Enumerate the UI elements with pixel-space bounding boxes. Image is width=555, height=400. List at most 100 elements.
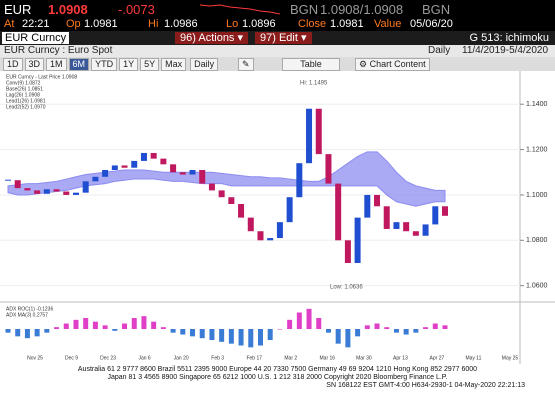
sparkline [200,4,280,15]
histogram-bar [248,329,254,348]
footer-line: Japan 81 3 4565 8900 Singapore 65 6212 1… [107,374,448,381]
candle [121,165,128,168]
histogram-bar [190,329,196,337]
candle [179,172,186,175]
legend-entry: Conv(9) 1.0872 [6,80,41,86]
period-button[interactable]: 6M [68,58,90,71]
histogram-bar [325,329,331,333]
table-button[interactable]: Table [282,58,340,71]
candle [150,152,157,159]
chart-background [0,71,555,364]
footer-line: Australia 61 2 9777 8600 Brazil 5511 239… [77,366,478,373]
period-button[interactable]: Max [161,58,187,71]
histogram-bar [335,329,341,344]
security-name: EUR Curncy : Euro Spot [4,45,113,56]
period-button[interactable]: 1D [3,58,23,71]
histogram-bar [423,327,429,329]
candle [43,189,50,194]
candle [63,191,70,195]
y-tick-label: 1.1200 [526,146,548,153]
candle [383,206,390,229]
label: Hi [148,18,159,30]
frequency-dropdown[interactable]: Daily [190,58,219,71]
candle [228,197,235,205]
x-tick-label: Feb 17 [246,355,262,361]
candle [364,194,371,218]
source: BGN [290,2,319,17]
histogram-bar [228,329,234,344]
candle [208,183,215,191]
histogram-bar [355,329,361,337]
toolbar: EUR Curncy 96) Actions ▾ 97) Edit ▾ G 51… [0,31,555,45]
candle [403,222,410,232]
period-button[interactable]: 1Y [119,58,139,71]
ohlc-bar: At 22:21 Op 1.0981 Hi 1.0986 Lo 1.0896 C… [0,18,555,31]
ticker: EUR [4,2,32,17]
histogram-bar [122,323,128,329]
actions-button[interactable]: 96) Actions ▾ [175,32,249,44]
candle [102,169,109,177]
candle [432,206,439,225]
histogram-bar [112,329,118,331]
x-tick-label: Apr 13 [393,355,408,361]
number: 97) [260,32,276,44]
quote-bar: EUR 1.0908 -.0073 BGN 1.0908/1.0908 BGN [0,0,555,18]
x-tick-label: May 25 [502,355,519,361]
x-tick-label: Mar 30 [356,355,372,361]
candle [24,188,31,191]
x-tick-label: Dec 23 [100,355,116,361]
change: -.0073 [118,2,155,17]
histogram-bar [180,329,186,335]
x-tick-label: Dec 9 [65,355,78,361]
label: Chart Content [369,59,426,69]
candle [238,204,245,218]
legend-entry: Lead2(52) 1.0970 [6,104,46,110]
period-button[interactable]: 5Y [140,58,160,71]
legend-entry: ADX MA(3) 0.2757 [6,312,48,318]
histogram-bar [160,327,166,329]
histogram-bar [141,316,147,329]
legend-entry: Lag(26) 1.0908 [6,92,40,98]
candle [315,108,322,155]
histogram-bar [73,319,79,329]
candle [53,189,60,192]
candle [374,194,381,207]
security[interactable]: EUR Curncy [2,32,70,44]
candle [344,240,351,263]
icon-button[interactable]: ✎ [238,58,254,71]
annotation: Low: 1.0636 [330,285,363,291]
histogram-bar [277,329,283,330]
edit-button[interactable]: 97) Edit ▾ [255,32,312,44]
candle [422,224,429,236]
candle [92,176,99,182]
candle [14,180,21,189]
annotation: Hi: 1.1495 [300,81,328,87]
value: 1.0981 [330,18,364,30]
histogram-bar [374,323,380,329]
candle [296,163,303,198]
label: Value [374,18,402,30]
period-button[interactable]: 3D [24,58,45,71]
histogram-bar [316,318,322,329]
histogram-bar [296,312,302,329]
x-tick-label: Apr 27 [430,355,445,361]
histogram-bar [199,329,205,339]
legend-entry: ADX ROC(1) -0.1236 [6,306,53,312]
chart-content-button[interactable]: ⚙ Chart Content [355,58,430,71]
number: 96) [180,32,196,44]
candle [335,183,342,241]
footer-line: SN 168122 EST GMT-4:00 H634-2930-1 04-Ma… [326,382,525,389]
label: Edit [278,32,298,44]
period-button[interactable]: 1M [46,58,67,71]
candle [247,217,254,232]
period-button[interactable]: YTD [91,58,118,71]
histogram-bar [54,327,60,329]
ichimoku-cloud [7,151,446,207]
label: Actions [198,32,235,44]
histogram-bar [287,319,293,329]
candle [276,222,283,239]
x-tick-label: Mar 2 [284,355,297,361]
value: 1.0896 [242,18,276,30]
histogram-bar [306,308,312,329]
